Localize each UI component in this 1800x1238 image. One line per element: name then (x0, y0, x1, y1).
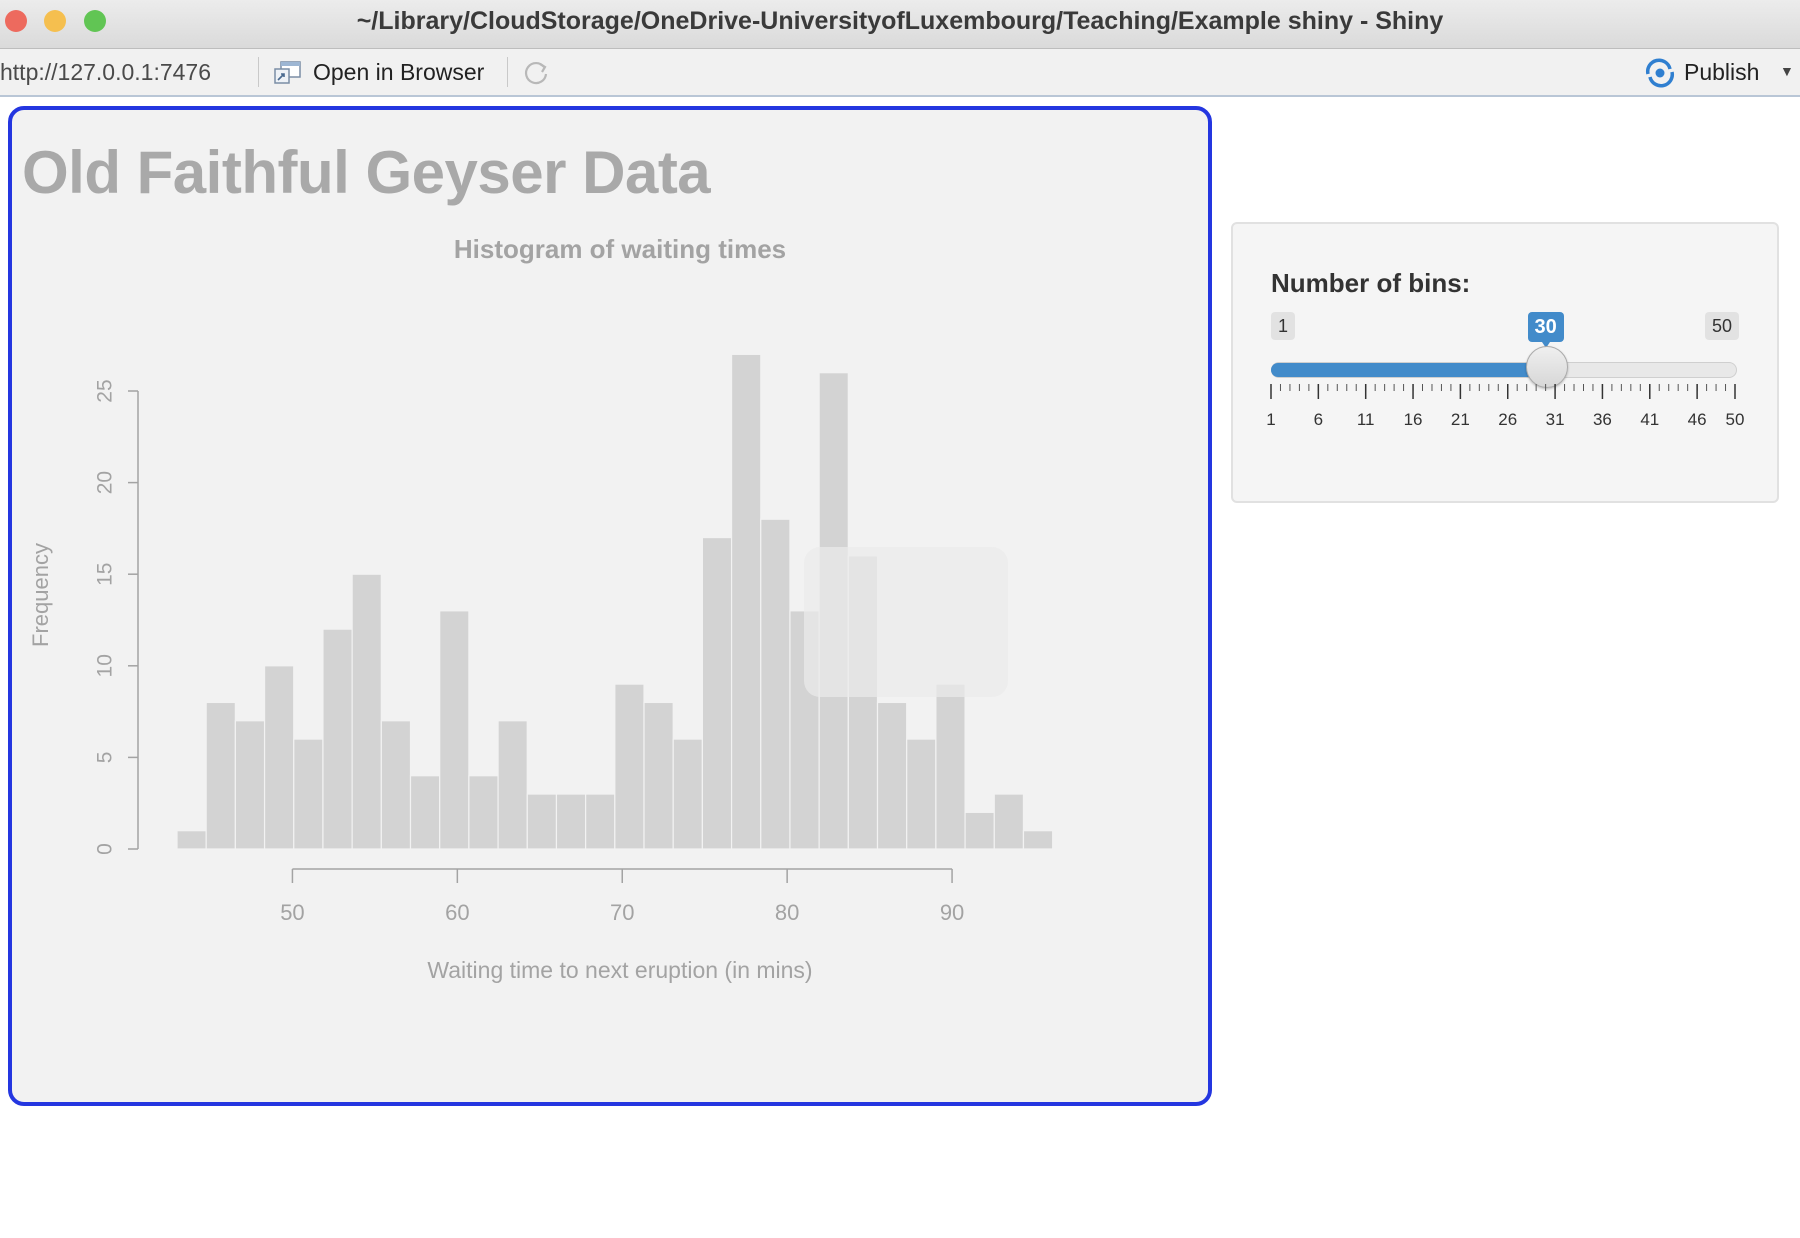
histogram-bar (293, 738, 324, 850)
histogram-chart: Histogram of waiting times 0 5 10 15 20 25 Freq… (28, 234, 1054, 983)
refresh-icon[interactable] (521, 58, 551, 88)
histogram-bar (964, 811, 995, 850)
slider-tick-label: 6 (1314, 410, 1323, 429)
y-axis-label: Frequency (28, 543, 53, 647)
x-tick-label: 70 (610, 900, 634, 925)
histogram-bar (322, 628, 353, 850)
slider-tick-label: 1 (1266, 410, 1275, 429)
url-display[interactable]: http://127.0.0.1:7476 (0, 59, 212, 85)
slider-tick-label: 50 (1726, 410, 1745, 429)
y-tick-label: 25 (94, 379, 117, 402)
slider-tick-label: 41 (1640, 410, 1659, 429)
publish-button[interactable]: Publish (1684, 59, 1760, 85)
histogram-bar (497, 720, 528, 850)
histogram-bar (380, 720, 412, 850)
sidebar-panel: Number of bins: 1 50 30 1 6 11 16 21 26 31 36 41… (1231, 222, 1779, 503)
slider-min-label: 1 (1271, 312, 1296, 340)
publish-dropdown-caret-icon[interactable]: ▼ (1780, 63, 1794, 79)
chart-title: Histogram of waiting times (454, 234, 786, 264)
x-tick-label: 80 (775, 900, 799, 925)
publish-icon[interactable] (1643, 58, 1677, 88)
close-window-button[interactable] (5, 10, 27, 32)
zoom-window-button[interactable] (84, 10, 106, 32)
window-title: ~/Library/CloudStorage/OneDrive-Universi… (356, 7, 1444, 35)
slider-tick-label: 11 (1357, 410, 1375, 429)
x-axis-label: Waiting time to next eruption (in mins) (427, 957, 812, 983)
y-tick-label: 10 (94, 654, 117, 677)
bins-slider-label: Number of bins: (1271, 268, 1471, 298)
histogram-bar (993, 793, 1025, 850)
window-titlebar: ~/Library/CloudStorage/OneDrive-Universi… (0, 0, 1800, 49)
histogram-bar (468, 775, 499, 850)
histogram-bar (263, 665, 295, 850)
histogram-bar (526, 793, 558, 850)
slider-tick-label: 26 (1498, 410, 1517, 429)
toolbar-divider (507, 57, 508, 87)
slider-tick-label: 21 (1451, 410, 1470, 429)
viewer-toolbar: http://127.0.0.1:7476 Open in Browser Pu… (0, 49, 1800, 97)
page-title: Old Faithful Geyser Data (22, 139, 711, 206)
histogram-bar (555, 793, 587, 850)
slider-tick-grid: 1 6 11 16 21 26 31 36 41 46 50 (1266, 384, 1745, 429)
histogram-bar (672, 738, 703, 850)
histogram-bar (730, 353, 762, 850)
main-panel: Old Faithful Geyser Data Histogram of wa… (8, 106, 1212, 1106)
minimize-window-button[interactable] (44, 10, 66, 32)
histogram-bar (176, 830, 207, 850)
slider-tick-label: 46 (1688, 410, 1707, 429)
slider-handle[interactable] (1525, 346, 1568, 388)
y-tick-label: 5 (94, 752, 117, 764)
histogram-bar (1022, 830, 1054, 850)
histogram-bar (935, 683, 966, 850)
slider-tick-label: 31 (1546, 410, 1565, 429)
y-tick-label: 15 (94, 563, 117, 586)
hover-overlay (804, 547, 1008, 697)
histogram-bar (409, 775, 441, 850)
y-tick-label: 0 (94, 843, 117, 855)
x-tick-label: 50 (280, 900, 304, 925)
histogram-bar (205, 701, 236, 850)
histogram-bar (351, 573, 382, 850)
histogram-bar (701, 536, 733, 850)
histogram-bar (643, 701, 674, 850)
histogram-bar (585, 793, 616, 850)
slider-tick-label: 36 (1593, 410, 1612, 429)
y-tick-label: 20 (94, 471, 117, 494)
open-in-browser-button[interactable]: Open in Browser (313, 59, 485, 85)
slider-max-label: 50 (1704, 312, 1739, 340)
histogram-bar (234, 720, 266, 850)
slider-fill-bar (1271, 363, 1546, 377)
slider-value-badge: 30 (1527, 312, 1564, 348)
slider-tick-label: 16 (1404, 410, 1423, 429)
histogram-bar (876, 701, 908, 850)
x-tick-label: 90 (940, 900, 964, 925)
toolbar-divider (258, 57, 259, 87)
histogram-bar (439, 610, 470, 850)
open-in-browser-icon[interactable] (272, 60, 302, 86)
histogram-bar (760, 518, 791, 850)
histogram-bar (906, 738, 937, 850)
histogram-bar (614, 683, 645, 850)
x-tick-label: 60 (445, 900, 469, 925)
